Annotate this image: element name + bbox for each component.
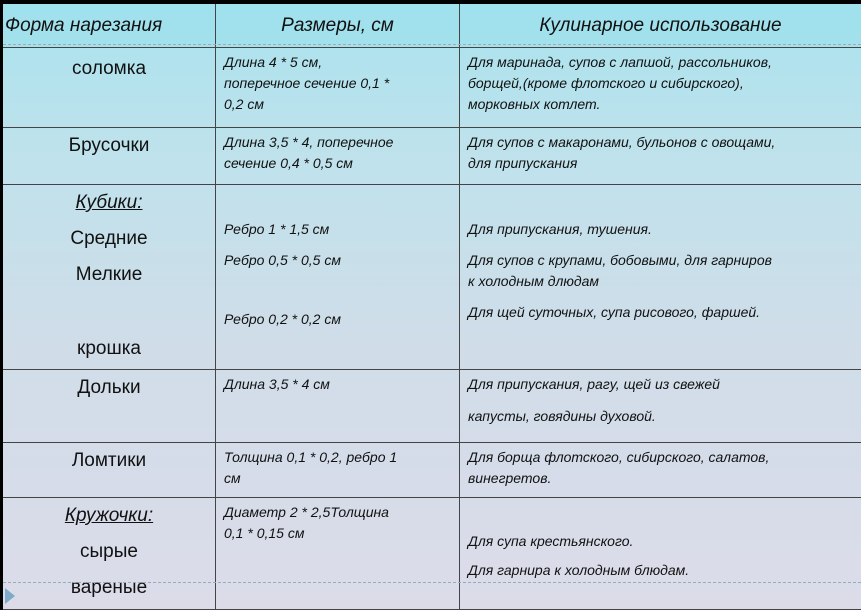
table-row: соломка Длина 4 * 5 см,поперечное сечени… bbox=[3, 48, 861, 128]
usage-line: Для щей суточных, супа рисового, фаршей. bbox=[468, 302, 853, 323]
cut-subtype: сырые bbox=[3, 534, 215, 570]
usage-line: Для супов с макаронами, бульонов с овоща… bbox=[468, 132, 853, 153]
usage-line: борщей,(кроме флотского и сибирского), bbox=[468, 73, 853, 94]
header-sizes: Размеры, см bbox=[216, 4, 460, 48]
slide: Форма нарезания Размеры, см Кулинарное и… bbox=[3, 4, 861, 609]
cut-usage: Для маринада, супов с лапшой, рассольник… bbox=[460, 48, 861, 128]
cut-name: Кружочки: сырые вареные bbox=[3, 498, 216, 610]
cut-usage: Для борща флотского, сибирского, салатов… bbox=[460, 443, 861, 498]
cut-subtype: крошка bbox=[3, 331, 215, 367]
cut-name-text: Брусочки bbox=[3, 128, 215, 164]
cut-name: Ломтики bbox=[3, 443, 216, 498]
usage-line: Для припускания, рагу, щей из свежей bbox=[468, 374, 853, 395]
usage-line: капусты, говядины духовой. bbox=[468, 406, 853, 427]
usage-line: Для припускания, тушения. bbox=[468, 219, 853, 240]
cut-usage: Для припускания, тушения. Для супов с кр… bbox=[460, 185, 861, 370]
usage-line: к холодным длюдам bbox=[468, 271, 853, 292]
cut-name-text: Кубики: bbox=[3, 185, 215, 221]
cut-name: Брусочки bbox=[3, 128, 216, 185]
usage-line: Для супов с крупами, бобовыми, для гарни… bbox=[468, 250, 853, 271]
usage-line: Для супа крестьянского. bbox=[468, 531, 853, 552]
size-line: см bbox=[224, 468, 451, 489]
size-line: 0,2 см bbox=[224, 94, 451, 115]
usage-line: Для борща флотского, сибирского, салатов… bbox=[468, 447, 853, 468]
cut-name-text: Дольки bbox=[3, 370, 215, 406]
table-row: Кружочки: сырые вареные Диаметр 2 * 2,5Т… bbox=[3, 498, 861, 610]
cut-usage: Для супов с макаронами, бульонов с овоща… bbox=[460, 128, 861, 185]
header-row: Форма нарезания Размеры, см Кулинарное и… bbox=[3, 4, 861, 48]
cut-subtype: Средние bbox=[3, 221, 215, 257]
size-line: Толщина 0,1 * 0,2, ребро 1 bbox=[224, 447, 451, 468]
size-line: Длина 3,5 * 4, поперечное bbox=[224, 132, 451, 153]
usage-line: морковных котлет. bbox=[468, 94, 853, 115]
play-arrow-icon bbox=[5, 588, 15, 604]
cut-name-text: Ломтики bbox=[3, 443, 215, 479]
cut-size: Ребро 1 * 1,5 см Ребро 0,5 * 0,5 см Ребр… bbox=[216, 185, 460, 370]
cut-name: Кубики: Средние Мелкие крошка bbox=[3, 185, 216, 370]
cut-name-text: соломка bbox=[3, 48, 215, 87]
cut-name-text: Кружочки: bbox=[3, 498, 215, 534]
size-line: Длина 4 * 5 см, bbox=[224, 52, 451, 73]
table-row: Кубики: Средние Мелкие крошка Ребро 1 * … bbox=[3, 185, 861, 370]
size-line: 0,1 * 0,15 см bbox=[224, 523, 451, 544]
cut-size: Длина 3,5 * 4 см bbox=[216, 370, 460, 443]
cut-subtype: Мелкие bbox=[3, 257, 215, 293]
cutting-table: Форма нарезания Размеры, см Кулинарное и… bbox=[3, 4, 861, 610]
cut-usage: Для припускания, рагу, щей из свежей капу… bbox=[460, 370, 861, 443]
header-usage: Кулинарное использование bbox=[460, 4, 861, 48]
usage-line: для припускания bbox=[468, 153, 853, 174]
table-row: Дольки Длина 3,5 * 4 см Для припускания,… bbox=[3, 370, 861, 443]
cut-subtype: вареные bbox=[3, 570, 215, 606]
usage-line: винегретов. bbox=[468, 468, 853, 489]
size-line: поперечное сечение 0,1 * bbox=[224, 73, 451, 94]
usage-line: Для гарнира к холодным блюдам. bbox=[468, 560, 853, 581]
guide-line bbox=[3, 44, 861, 45]
size-line: Ребро 0,5 * 0,5 см bbox=[224, 250, 451, 271]
size-line: Ребро 0,2 * 0,2 см bbox=[224, 309, 451, 330]
usage-line: Для маринада, супов с лапшой, рассольник… bbox=[468, 52, 853, 73]
size-line: Длина 3,5 * 4 см bbox=[224, 374, 451, 395]
size-line: Диаметр 2 * 2,5Толщина bbox=[224, 502, 451, 523]
cut-size: Длина 4 * 5 см,поперечное сечение 0,1 *0… bbox=[216, 48, 460, 128]
size-line: Ребро 1 * 1,5 см bbox=[224, 219, 451, 240]
size-line: сечение 0,4 * 0,5 см bbox=[224, 153, 451, 174]
header-cut-form: Форма нарезания bbox=[3, 4, 216, 48]
guide-line bbox=[3, 582, 861, 583]
cut-name: соломка bbox=[3, 48, 216, 128]
cut-usage: Для супа крестьянского. Для гарнира к хол… bbox=[460, 498, 861, 610]
cut-name: Дольки bbox=[3, 370, 216, 443]
